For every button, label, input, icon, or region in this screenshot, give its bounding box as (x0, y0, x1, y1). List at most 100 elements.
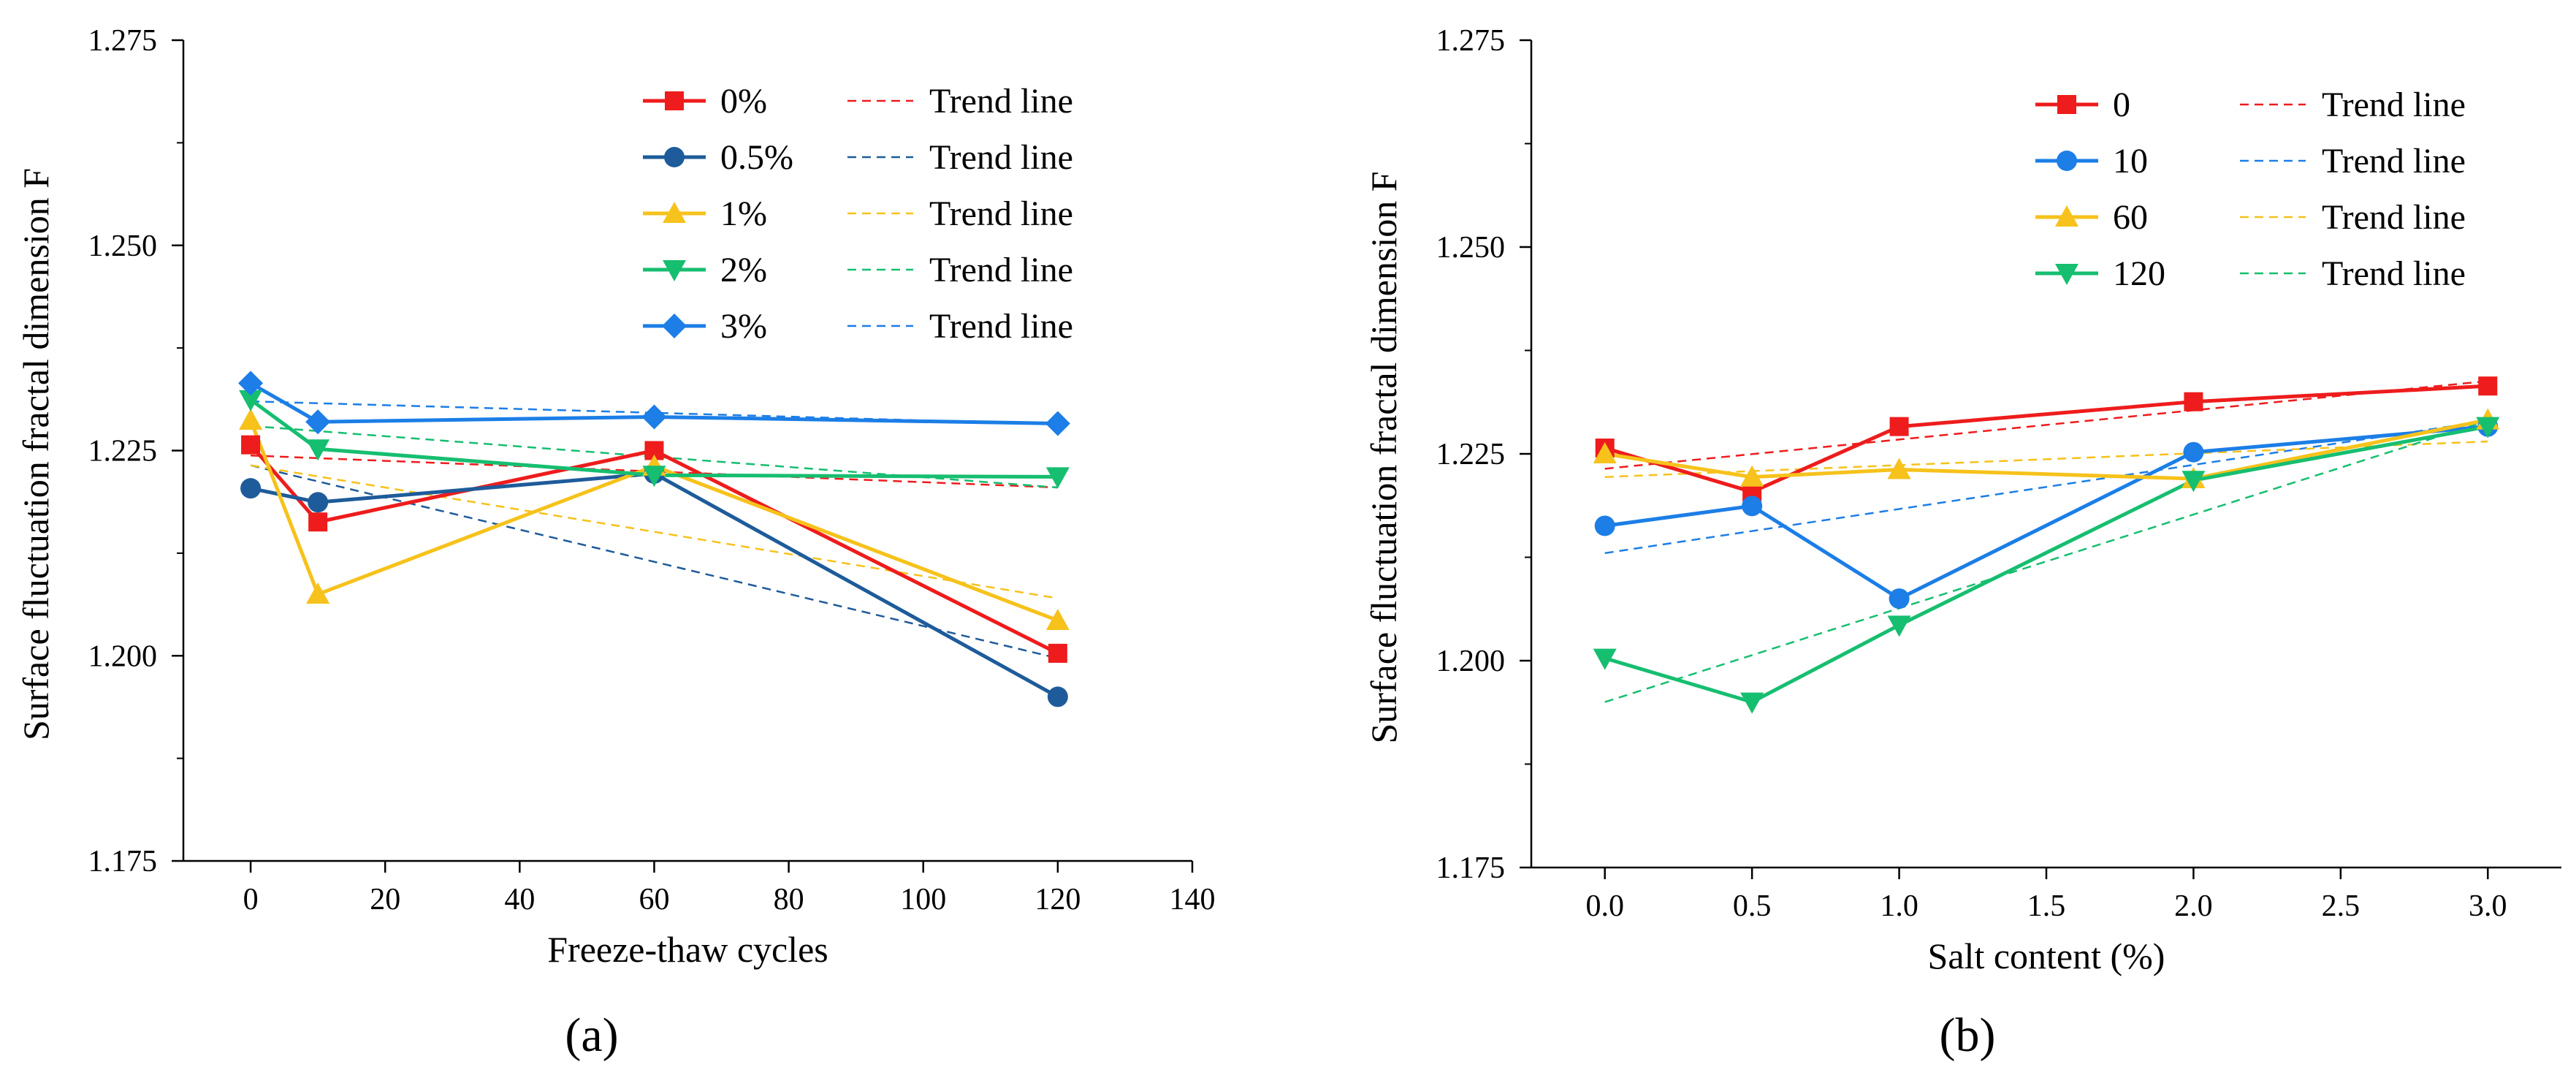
y-tick-label: 1.225 (88, 435, 158, 468)
trend-line-120 (1604, 420, 2488, 703)
data-point-1% (1045, 608, 1070, 630)
data-point-60 (1593, 442, 1617, 463)
data-point-3% (238, 371, 264, 396)
data-point-0% (241, 435, 261, 455)
data-point-10 (1594, 515, 1615, 536)
data-point-0.5% (240, 478, 262, 499)
legend-marker-3% (662, 314, 687, 338)
panel-label-a: (a) (565, 1009, 618, 1062)
legend-label-0%: 0% (720, 82, 767, 121)
chart-panel-a: 0 20 40 60 80 100 120 140 1.175 1.200 1.225 1.250 1.… (15, 24, 1216, 970)
legend-trend-label: Trend line (929, 82, 1073, 121)
series-line-2% (249, 398, 1058, 479)
legend-marker-2% (663, 260, 686, 281)
trend-line-0% (251, 454, 1058, 489)
data-point-120 (1593, 648, 1617, 670)
legend-label-3%: 3% (720, 307, 767, 346)
y-axis-title: Surface fluctuation fractal dimension F (1363, 171, 1404, 743)
data-point-0% (1048, 643, 1067, 663)
x-tick-label: 60 (639, 883, 669, 916)
legend-trend-label: Trend line (2322, 142, 2466, 181)
legend-marker-1% (663, 202, 686, 223)
legend-trend-label: Trend line (929, 138, 1073, 177)
x-axis-title: Salt content (%) (1928, 935, 2165, 976)
data-point-2% (239, 390, 263, 411)
x-tick-label: 3.0 (2469, 889, 2507, 923)
legend-trend-label: Trend line (929, 307, 1073, 346)
data-point-120 (1887, 615, 1911, 637)
data-point-1% (306, 582, 330, 604)
legend-label-60: 60 (2113, 198, 2148, 237)
legend-marker-120 (2055, 264, 2078, 285)
legend-trend-label: Trend line (2322, 254, 2466, 293)
y-tick-label: 1.275 (1436, 24, 1506, 58)
x-tick-label: 140 (1170, 883, 1216, 916)
x-tick-label: 1.0 (1880, 889, 1918, 923)
legend: 0 Trend line 10 Trend line 60 Trend line 120 Tr… (2035, 86, 2466, 293)
legend-label-0.5%: 0.5% (720, 138, 793, 177)
y-tick-label: 1.275 (88, 24, 158, 58)
y-tick-label: 1.175 (88, 845, 158, 878)
data-point-3% (641, 404, 667, 430)
data-point-10 (2183, 441, 2204, 463)
trend-line-10 (1604, 420, 2488, 555)
x-tick-label: 80 (774, 883, 804, 916)
chart-panel-b: 0.0 0.5 1.0 1.5 2.0 2.5 3.0 1.175 1.200 1.225 1.25… (1363, 24, 2561, 976)
x-tick-label: 1.5 (2027, 889, 2066, 923)
x-tick-label: 2.5 (2322, 889, 2360, 923)
y-tick-label: 1.200 (1436, 645, 1506, 678)
trend-line-0 (1604, 380, 2488, 470)
series-line-1% (248, 420, 1059, 623)
y-axis-title: Surface fluctuation fractal dimension F (15, 168, 56, 740)
data-point-2% (642, 466, 666, 487)
legend-trend-label: Trend line (2322, 86, 2466, 124)
legend-marker-0 (2057, 95, 2076, 114)
data-point-2% (306, 439, 330, 461)
x-tick-label: 100 (900, 883, 946, 916)
panel-label-b: (b) (1940, 1009, 1996, 1062)
x-tick-label: 120 (1034, 883, 1081, 916)
data-point-3% (1045, 411, 1070, 436)
legend-label-1%: 1% (720, 194, 767, 233)
legend-label-10: 10 (2113, 142, 2148, 181)
data-point-120 (2181, 471, 2206, 493)
x-tick-label: 20 (370, 883, 400, 916)
x-tick-label: 2.0 (2174, 889, 2213, 923)
x-tick-label: 0 (243, 883, 259, 916)
data-point-3% (305, 409, 331, 435)
y-tick-label: 1.200 (88, 639, 158, 673)
legend-marker-10 (2057, 151, 2077, 171)
legend-trend-label: Trend line (929, 194, 1073, 233)
y-tick-label: 1.175 (1436, 851, 1506, 885)
legend-marker-0% (665, 91, 684, 110)
data-point-0 (2478, 376, 2498, 396)
x-axis-title: Freeze-thaw cycles (547, 929, 828, 970)
legend-marker-60 (2055, 205, 2078, 227)
legend-marker-0.5% (664, 147, 685, 167)
x-tick-label: 0.0 (1585, 889, 1624, 923)
data-point-60 (1887, 458, 1911, 479)
data-point-60 (1740, 465, 1764, 487)
data-point-1% (239, 408, 263, 430)
data-point-0 (2184, 392, 2203, 411)
data-point-0 (1889, 417, 1909, 436)
data-point-0.5% (308, 492, 329, 513)
data-point-10 (1742, 496, 1763, 517)
data-point-2% (1045, 467, 1070, 489)
y-tick-label: 1.250 (1436, 231, 1506, 265)
series-line-0.5% (250, 471, 1059, 699)
data-point-0.5% (1047, 686, 1068, 707)
legend-label-0: 0 (2113, 86, 2130, 124)
series-line-3% (249, 382, 1058, 425)
legend: 0% Trend line 0.5% Trend line 1% Trend line 2%… (643, 82, 1073, 346)
data-point-10 (1889, 588, 1910, 610)
y-tick-label: 1.250 (88, 229, 158, 263)
legend-trend-label: Trend line (2322, 198, 2466, 237)
trend-line-1% (250, 464, 1059, 599)
legend-label-120: 120 (2113, 254, 2165, 293)
x-tick-label: 40 (504, 883, 535, 916)
data-point-120 (1740, 692, 1764, 714)
legend-label-2%: 2% (720, 251, 767, 289)
data-point-120 (2476, 417, 2500, 439)
